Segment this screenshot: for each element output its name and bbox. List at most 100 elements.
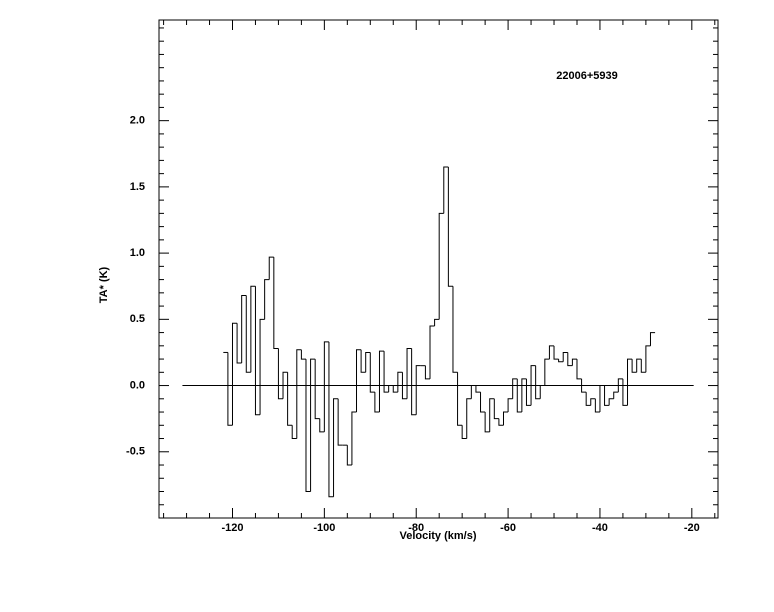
- spectrum-step: [640, 359, 646, 373]
- spectrum-step: [388, 385, 394, 393]
- spectrum-step: [296, 349, 302, 439]
- spectrum-step: [470, 385, 476, 399]
- spectrum-step: [447, 167, 453, 287]
- chart-title: 22006+5939: [556, 70, 617, 82]
- y-axis-label: TA* (K): [98, 266, 110, 303]
- spectrum-step: [645, 345, 651, 373]
- spectrum-step: [452, 286, 458, 373]
- spectrum-step: [351, 411, 357, 466]
- spectrum-step: [424, 365, 431, 380]
- spectrum-step: [323, 341, 329, 432]
- spectrum-step: [415, 365, 421, 415]
- spectrum-step: [319, 418, 325, 433]
- spectrum-step: [567, 352, 573, 367]
- x-tick-label: -60: [500, 522, 516, 534]
- spectrum-step: [502, 411, 509, 426]
- spectrum-step: [576, 359, 582, 380]
- spectrum-step: [231, 322, 238, 426]
- spectrum-step: [571, 358, 577, 366]
- spectrum-step: [604, 385, 610, 406]
- x-tick-label: -20: [684, 522, 700, 534]
- spectrum-step: [525, 378, 532, 406]
- spectrum-step: [544, 358, 550, 386]
- spectrum-step: [314, 359, 320, 420]
- spectrum-step: [613, 391, 619, 399]
- spectrum-step: [383, 351, 389, 393]
- spectrum-step: [480, 392, 486, 413]
- spectrum-step: [512, 378, 518, 399]
- spectrum-step: [498, 418, 504, 426]
- spectrum-step: [438, 212, 444, 320]
- spectrum-step: [287, 372, 293, 426]
- y-tick-label: 1.0: [130, 247, 145, 259]
- spectrum-step: [617, 378, 623, 393]
- spectrum-step: [457, 372, 463, 426]
- spectrum-step: [548, 345, 555, 360]
- spectrum-step: [328, 341, 334, 498]
- spectrum-step: [516, 378, 522, 413]
- plot-frame: [158, 19, 719, 519]
- y-tick-label: 0.0: [130, 379, 145, 391]
- spectrum-step: [585, 392, 591, 406]
- spectrum-step: [337, 398, 343, 446]
- spectrum-step: [443, 166, 449, 214]
- spectrum-step: [599, 385, 605, 413]
- spectrum-step: [241, 294, 247, 364]
- spectrum-step: [553, 345, 559, 360]
- spectrum-step: [535, 365, 541, 400]
- spectrum-step: [365, 351, 371, 373]
- spectrum-step: [264, 279, 270, 320]
- spectrum-step: [636, 358, 642, 373]
- spectrum-step: [622, 378, 628, 406]
- spectrum-step: [356, 349, 362, 413]
- spectrum-step: [539, 385, 545, 399]
- spectrum-step: [484, 412, 490, 433]
- spectrum-step: [282, 371, 288, 399]
- spectrum-step: [369, 352, 375, 393]
- spectrum-step: [305, 359, 311, 493]
- spectrum-step: [245, 295, 251, 373]
- spectrum-step: [346, 445, 352, 466]
- y-tick-label: 2.0: [130, 115, 145, 127]
- x-tick-label: -100: [313, 522, 335, 534]
- spectrum-step: [310, 358, 316, 492]
- spectrum-step: [236, 323, 242, 364]
- spectrum-step: [406, 347, 412, 399]
- spectrum-step: [590, 398, 596, 406]
- spectrum-step: [466, 398, 472, 439]
- spectrum-step: [507, 398, 513, 413]
- spectrum-step: [259, 318, 265, 415]
- spectrum-step: [429, 325, 435, 379]
- spectrum-step: [392, 385, 398, 393]
- x-tick-label: -80: [408, 522, 424, 534]
- spectrum-step: [273, 257, 279, 349]
- spectrum-step: [594, 398, 600, 413]
- spectrum-step: [378, 350, 385, 413]
- spectrum-step: [374, 392, 380, 413]
- spectrum-step: [227, 352, 233, 426]
- spectrum-step: [268, 256, 274, 280]
- spectrum-step: [277, 348, 284, 400]
- spectrum-step: [631, 359, 637, 373]
- spectrum-step: [530, 365, 536, 406]
- spectrum-step: [360, 349, 366, 373]
- spectrum-step: [291, 425, 297, 440]
- spectrum-step: [608, 398, 614, 406]
- x-tick-label: -40: [592, 522, 608, 534]
- spectrum-step: [397, 371, 403, 393]
- spectrum-step: [649, 332, 656, 346]
- spectrum-step: [411, 348, 417, 416]
- spectrum-step: [434, 318, 440, 326]
- spectrum-step: [562, 351, 568, 362]
- spectrum-step: [401, 372, 408, 400]
- spectrum-step: [461, 425, 467, 440]
- y-tick-label: -0.5: [126, 446, 145, 458]
- x-tick-label: -120: [221, 522, 243, 534]
- spectrum-step: [581, 378, 587, 393]
- spectrum-step: [250, 285, 256, 373]
- x-axis-label: Velocity (km/s): [399, 530, 476, 542]
- spectrum-step: [333, 398, 339, 497]
- spectrum-step: [489, 398, 495, 432]
- spectrum-step: [254, 286, 261, 416]
- spectrum-step: [627, 358, 633, 406]
